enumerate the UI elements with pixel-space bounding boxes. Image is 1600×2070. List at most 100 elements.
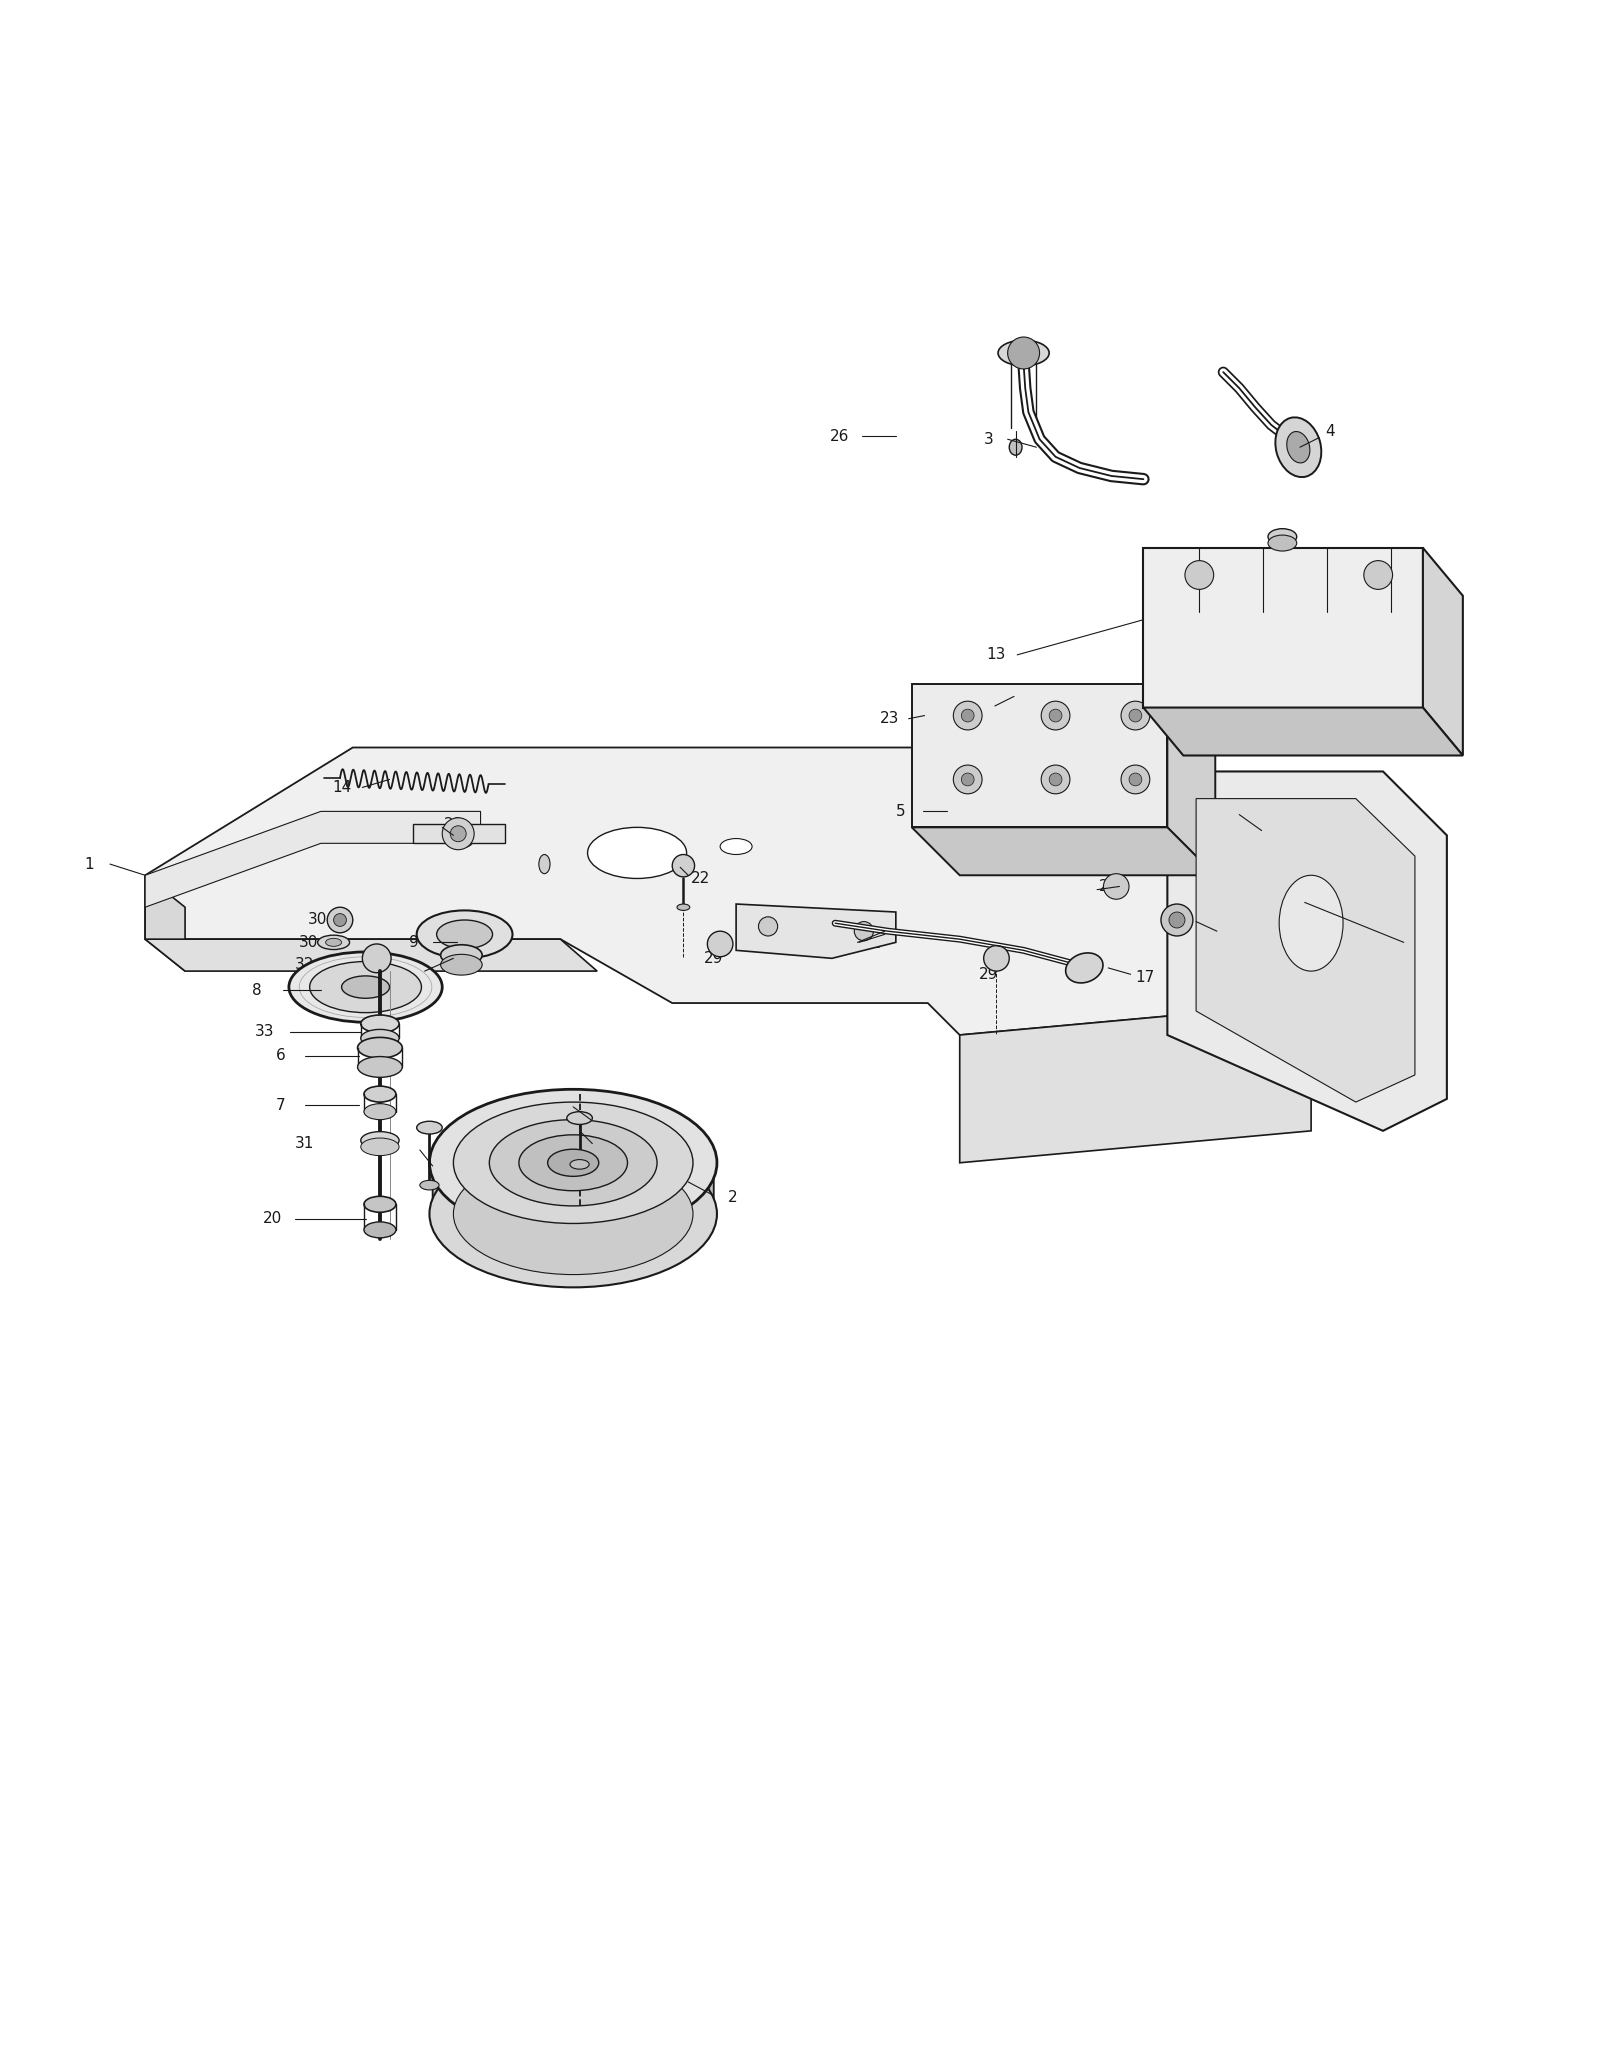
Polygon shape	[146, 747, 1310, 1035]
Ellipse shape	[326, 938, 341, 946]
Ellipse shape	[357, 1056, 402, 1076]
Circle shape	[1122, 766, 1150, 793]
Ellipse shape	[360, 1014, 398, 1033]
Circle shape	[962, 772, 974, 787]
Circle shape	[707, 932, 733, 956]
Polygon shape	[1168, 772, 1446, 1130]
Polygon shape	[960, 1004, 1310, 1163]
Circle shape	[1050, 710, 1062, 722]
Ellipse shape	[419, 1180, 438, 1190]
Text: 7: 7	[277, 1097, 286, 1114]
Ellipse shape	[547, 1149, 598, 1176]
Circle shape	[1130, 710, 1142, 722]
Polygon shape	[1422, 549, 1462, 756]
Ellipse shape	[341, 975, 389, 998]
Circle shape	[1162, 905, 1194, 936]
Ellipse shape	[490, 1120, 658, 1207]
Text: 11: 11	[827, 936, 846, 950]
Ellipse shape	[1278, 876, 1342, 971]
Ellipse shape	[429, 1089, 717, 1236]
Polygon shape	[912, 828, 1216, 876]
Circle shape	[442, 818, 474, 849]
Ellipse shape	[566, 1112, 592, 1124]
Text: 30: 30	[298, 936, 318, 950]
Text: 26: 26	[830, 428, 850, 443]
Text: 24: 24	[1037, 739, 1056, 756]
Ellipse shape	[416, 1122, 442, 1134]
Ellipse shape	[437, 919, 493, 948]
Text: 6: 6	[277, 1047, 286, 1064]
Ellipse shape	[998, 339, 1050, 366]
Ellipse shape	[720, 838, 752, 855]
Text: 20: 20	[264, 1211, 283, 1225]
Ellipse shape	[360, 1138, 398, 1155]
Text: 16: 16	[864, 936, 883, 952]
Ellipse shape	[677, 905, 690, 911]
Circle shape	[984, 946, 1010, 971]
Text: 31: 31	[294, 985, 315, 1000]
Text: 29: 29	[979, 967, 998, 981]
Ellipse shape	[453, 1101, 693, 1223]
Ellipse shape	[1267, 528, 1296, 544]
Circle shape	[962, 710, 974, 722]
Text: 18: 18	[1219, 923, 1238, 938]
Polygon shape	[704, 1163, 714, 1221]
Circle shape	[1170, 913, 1186, 927]
Text: 30: 30	[307, 913, 328, 927]
Polygon shape	[1144, 708, 1462, 756]
Text: 13: 13	[987, 648, 1006, 662]
Circle shape	[1050, 772, 1062, 787]
Polygon shape	[912, 683, 1168, 828]
Text: 21: 21	[432, 1163, 451, 1178]
Circle shape	[450, 826, 466, 842]
Polygon shape	[1168, 683, 1216, 876]
Text: 19: 19	[595, 1143, 614, 1157]
Circle shape	[1186, 561, 1214, 590]
Ellipse shape	[416, 911, 512, 958]
Text: 25: 25	[1014, 683, 1034, 700]
Circle shape	[1363, 561, 1392, 590]
Ellipse shape	[518, 1134, 627, 1190]
Text: 31: 31	[294, 1136, 315, 1151]
Polygon shape	[146, 876, 186, 971]
Text: 10: 10	[387, 965, 406, 979]
Circle shape	[672, 855, 694, 878]
Polygon shape	[146, 811, 480, 907]
Text: 5: 5	[896, 803, 906, 820]
Text: 1: 1	[85, 857, 94, 871]
Text: 12: 12	[1269, 824, 1288, 838]
Circle shape	[954, 702, 982, 731]
Ellipse shape	[1286, 431, 1310, 464]
Text: 2: 2	[728, 1190, 738, 1205]
Text: 22: 22	[691, 871, 710, 886]
Text: 27: 27	[1099, 880, 1118, 894]
Text: 28: 28	[443, 818, 462, 832]
Ellipse shape	[363, 1103, 395, 1120]
Circle shape	[1008, 337, 1040, 368]
Ellipse shape	[1010, 439, 1022, 455]
Polygon shape	[1144, 549, 1422, 708]
Text: 29: 29	[704, 950, 723, 967]
Circle shape	[1130, 772, 1142, 787]
Text: 32: 32	[294, 956, 315, 973]
Ellipse shape	[1275, 418, 1322, 476]
Ellipse shape	[587, 828, 686, 878]
Text: 17: 17	[1136, 971, 1155, 985]
Ellipse shape	[1066, 952, 1102, 983]
Text: 34: 34	[592, 1116, 611, 1130]
Text: 4: 4	[1325, 424, 1334, 439]
Circle shape	[954, 766, 982, 793]
Text: 8: 8	[253, 983, 262, 998]
Ellipse shape	[570, 1159, 589, 1170]
Text: 15: 15	[1306, 886, 1325, 903]
Circle shape	[854, 921, 874, 940]
Text: 24: 24	[1053, 774, 1072, 791]
Ellipse shape	[539, 855, 550, 874]
Polygon shape	[413, 824, 504, 842]
Circle shape	[328, 907, 352, 934]
Ellipse shape	[290, 952, 442, 1023]
Polygon shape	[146, 940, 597, 971]
Circle shape	[758, 917, 778, 936]
Text: 33: 33	[254, 1025, 275, 1039]
Text: 23: 23	[880, 712, 899, 727]
